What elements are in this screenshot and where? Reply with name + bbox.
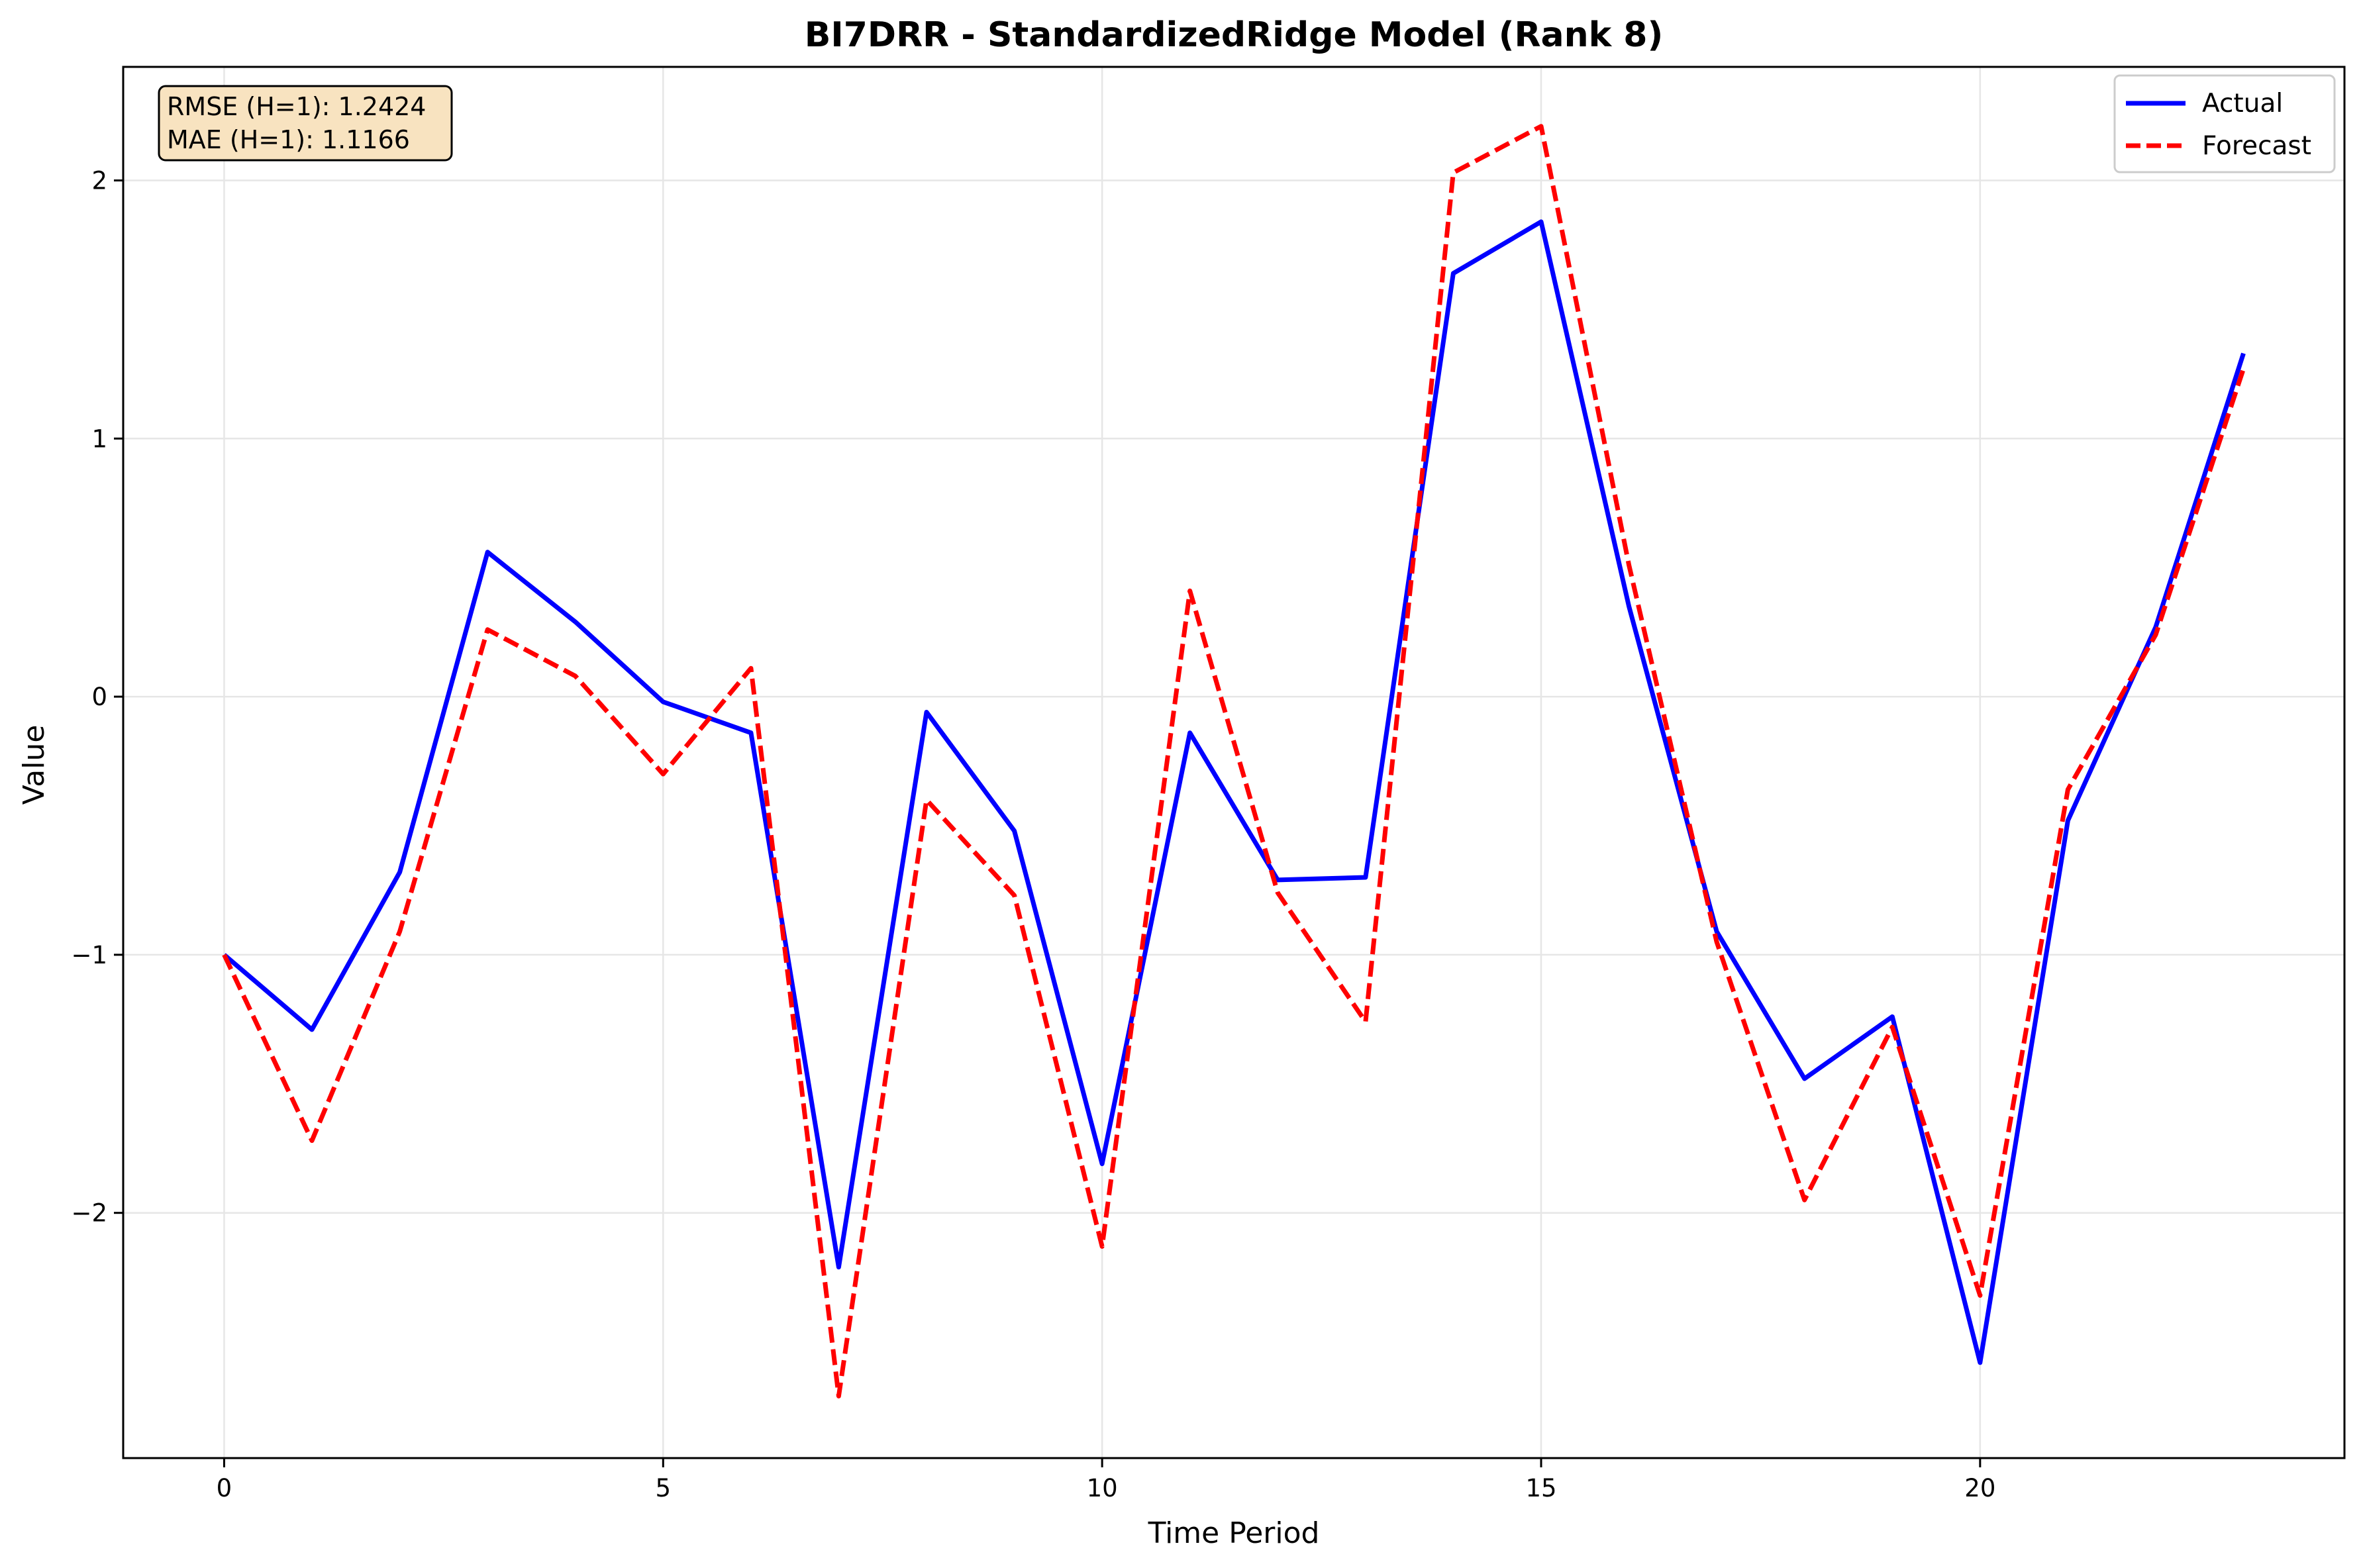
y-tick-label: −1 — [71, 941, 107, 969]
legend: Actual Forecast — [2113, 74, 2336, 173]
y-tick-label: 1 — [91, 424, 107, 453]
mae-text: MAE (H=1): 1.1166 — [167, 125, 410, 154]
legend-label-actual: Actual — [2202, 89, 2283, 119]
rmse-text: RMSE (H=1): 1.2424 — [167, 92, 427, 121]
x-tick-label: 5 — [656, 1474, 672, 1502]
y-tick-label: 0 — [91, 683, 107, 711]
grid-lines — [123, 67, 2344, 1458]
y-tick-label: −2 — [71, 1199, 107, 1228]
stats-box — [158, 85, 453, 162]
x-tick-label: 10 — [1087, 1474, 1118, 1502]
x-axis-label: Time Period — [1148, 1516, 1320, 1550]
legend-label-forecast: Forecast — [2202, 131, 2311, 161]
stats-annotation: RMSE (H=1): 1.2424 MAE (H=1): 1.1166 — [158, 85, 453, 162]
axis-ticks: 0 5 10 15 20 −2 −1 0 1 2 — [71, 167, 1995, 1502]
y-axis-label: Value — [17, 725, 51, 805]
x-tick-label: 20 — [1964, 1474, 1995, 1502]
x-tick-label: 15 — [1525, 1474, 1556, 1502]
series-lines — [222, 124, 2246, 1398]
series-line-forecast — [222, 124, 2246, 1398]
x-tick-label: 0 — [217, 1474, 232, 1502]
plot-frame — [122, 66, 2346, 1459]
y-tick-label: 2 — [91, 167, 107, 195]
chart-title: BI7DRR - StandardizedRidge Model (Rank 8… — [805, 15, 1664, 55]
